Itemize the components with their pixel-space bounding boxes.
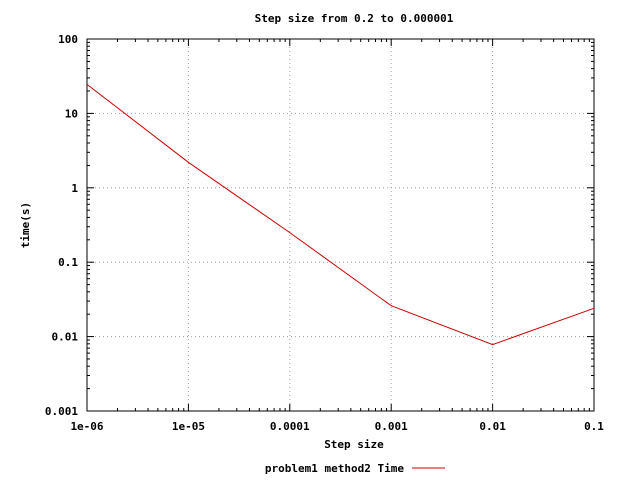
plot-frame — [86, 38, 595, 412]
x-tick-label: 0.01 — [479, 420, 506, 433]
x-tick-label: 0.0001 — [270, 420, 310, 433]
y-tick-label: 1 — [71, 182, 78, 195]
y-tick-label: 0.1 — [58, 256, 78, 269]
legend: problem1 method2 Time — [265, 462, 445, 475]
x-tick-label: 1e-05 — [172, 420, 205, 433]
series-layer — [86, 84, 595, 346]
y-tick-label: 0.01 — [52, 331, 79, 344]
x-tick-label: 0.001 — [375, 420, 408, 433]
axis-ticks — [86, 38, 595, 412]
y-tick-label: 100 — [58, 33, 78, 46]
tick-labels: 1e-06 1e-05 0.0001 0.001 0.01 0.1 0.001 0.01 0.1… — [45, 33, 604, 433]
chart-title: Step size from 0.2 to 0.000001 — [255, 12, 454, 25]
x-axis-label: Step size — [324, 438, 384, 451]
x-tick-label: 0.1 — [584, 420, 604, 433]
y-tick-label: 0.001 — [45, 405, 78, 418]
y-tick-label: 10 — [65, 107, 78, 120]
x-tick-label: 1e-06 — [70, 420, 103, 433]
series-line — [86, 84, 595, 346]
grid-lines — [87, 39, 594, 411]
y-axis-label: time(s) — [19, 202, 32, 248]
legend-label: problem1 method2 Time — [265, 462, 404, 475]
